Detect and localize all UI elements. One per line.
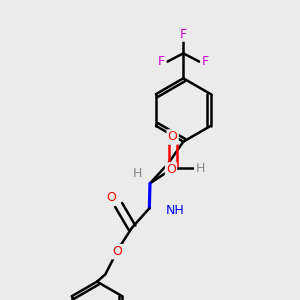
Text: F: F: [180, 28, 187, 40]
Text: O: O: [168, 130, 178, 143]
Text: H: H: [195, 162, 205, 175]
Text: H: H: [133, 167, 142, 180]
Text: F: F: [158, 55, 165, 68]
Text: O: O: [166, 164, 176, 176]
Text: O: O: [106, 191, 116, 204]
Text: F: F: [201, 55, 208, 68]
Text: O: O: [112, 245, 122, 258]
Text: NH: NH: [165, 205, 184, 218]
